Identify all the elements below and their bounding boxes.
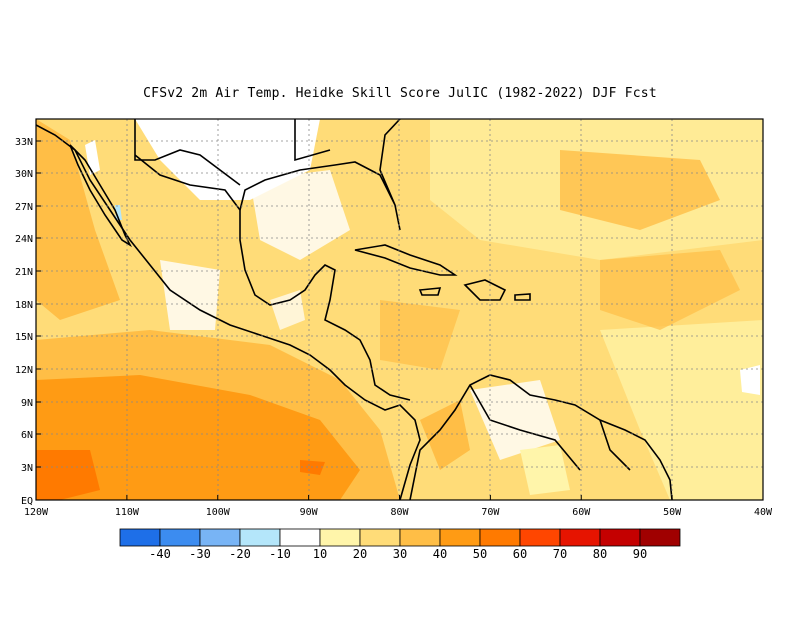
lon-tick-label: 120W <box>24 507 49 518</box>
colorbar-swatch <box>279 528 321 547</box>
lat-tick-label: 18N <box>15 300 33 311</box>
colorbar-label: 30 <box>393 547 407 561</box>
colorbar-swatch <box>319 528 361 547</box>
colorbar-swatch <box>159 528 201 547</box>
lat-tick-label: 24N <box>15 234 33 245</box>
latitude-axis: 33N 30N 27N 24N 21N 18N 15N 12N 9N 6N 3N EQ <box>15 137 41 507</box>
lat-tick-label: 12N <box>15 365 33 376</box>
score-field <box>36 119 763 500</box>
colorbar-label: 50 <box>473 547 487 561</box>
colorbar-label: 60 <box>513 547 527 561</box>
lon-tick-label: 40W <box>754 507 773 518</box>
colorbar-label: 10 <box>313 547 327 561</box>
colorbar-label: -20 <box>229 547 251 561</box>
lon-tick-label: 60W <box>572 507 591 518</box>
lon-tick-label: 80W <box>390 507 409 518</box>
colorbar-swatch <box>599 528 641 547</box>
lat-tick-label: EQ <box>21 496 33 507</box>
colorbar-label: 90 <box>633 547 647 561</box>
lon-tick-label: 100W <box>206 507 231 518</box>
lat-tick-label: 27N <box>15 202 33 213</box>
lat-tick-label: 15N <box>15 332 33 343</box>
colorbar-swatch <box>239 528 281 547</box>
colorbar-label: 40 <box>433 547 447 561</box>
lon-tick-label: 70W <box>481 507 500 518</box>
colorbar-label: -10 <box>269 547 291 561</box>
colorbar-swatch <box>559 528 601 547</box>
lat-tick-label: 21N <box>15 267 33 278</box>
colorbar-label: 70 <box>553 547 567 561</box>
colorbar-swatch <box>479 528 521 547</box>
colorbar-swatch <box>359 528 401 547</box>
lat-tick-label: 9N <box>21 398 33 409</box>
colorbar-swatch <box>119 528 161 547</box>
lon-tick-label: 50W <box>663 507 682 518</box>
colorbar-swatch <box>439 528 481 547</box>
colorbar: -40 -30 -20 -10 10 20 30 40 50 60 70 80 90 <box>119 528 681 561</box>
lon-tick-label: 90W <box>300 507 319 518</box>
colorbar-swatch <box>639 528 681 547</box>
lat-tick-label: 30N <box>15 169 33 180</box>
map-title: CFSv2 2m Air Temp. Heidke Skill Score Ju… <box>143 86 657 101</box>
lat-tick-label: 3N <box>21 463 33 474</box>
lat-tick-label: 33N <box>15 137 33 148</box>
longitude-axis: 120W 110W 100W 90W 80W 70W 60W 50W 40W <box>24 495 773 518</box>
colorbar-swatch <box>199 528 241 547</box>
colorbar-label: 20 <box>353 547 367 561</box>
colorbar-label: -40 <box>149 547 171 561</box>
coastlines <box>36 119 673 500</box>
colorbar-swatch <box>399 528 441 547</box>
colorbar-label: -30 <box>189 547 211 561</box>
gridlines <box>36 119 763 500</box>
colorbar-label: 80 <box>593 547 607 561</box>
colorbar-swatch <box>519 528 561 547</box>
lat-tick-label: 6N <box>21 430 33 441</box>
lon-tick-label: 110W <box>115 507 140 518</box>
